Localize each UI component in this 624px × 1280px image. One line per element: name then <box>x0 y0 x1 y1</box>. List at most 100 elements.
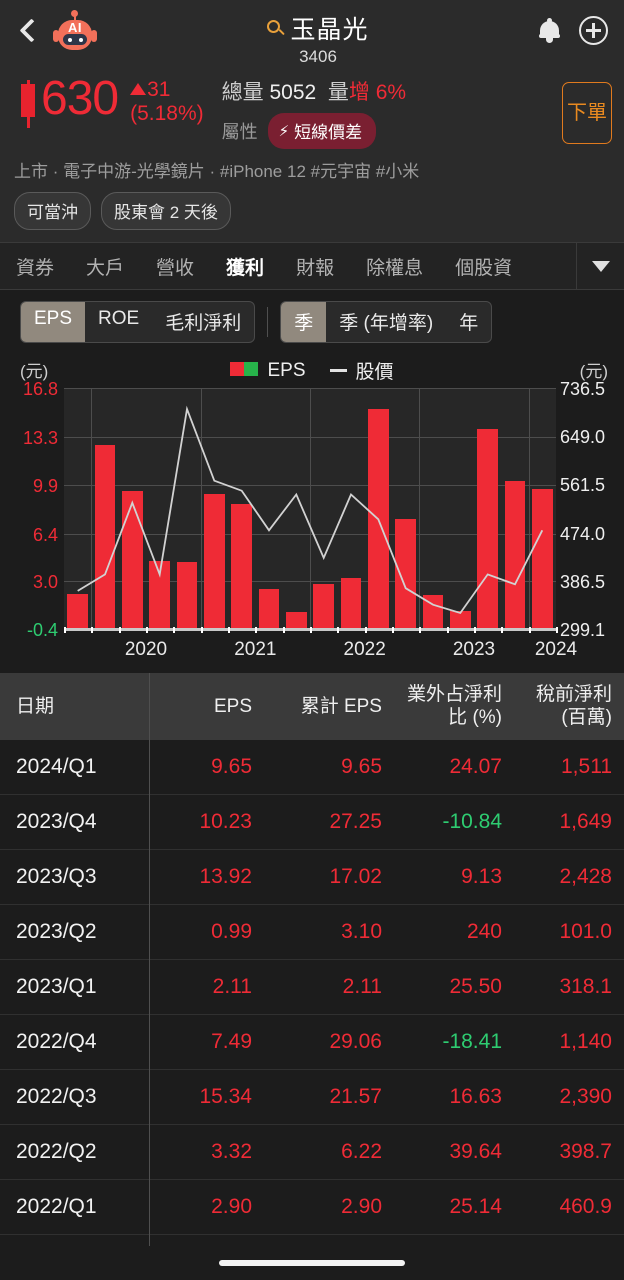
table-row[interactable]: 2023/Q2 0.99 3.10 240 101.0 <box>0 904 624 960</box>
x-tick-mark <box>528 627 531 633</box>
y-tick-left: -0.4 <box>26 620 58 640</box>
tab-margin[interactable]: 資券 <box>16 257 55 279</box>
chart-bar <box>395 519 417 630</box>
chart-bar <box>67 593 89 630</box>
col-header-non-operating-ratio[interactable]: 業外占淨利比 (%) <box>394 673 514 740</box>
segment-roe[interactable]: ROE <box>98 308 140 329</box>
chip-shareholder-meeting[interactable]: 股東會 2 天後 <box>101 192 231 230</box>
robot-antenna <box>74 12 76 21</box>
cell-pretax-profit: 1,140 <box>514 1014 624 1070</box>
cell-eps: 13.92 <box>150 849 264 905</box>
chip-day-trade[interactable]: 可當沖 <box>14 192 91 230</box>
attribute-row: 屬性 ⚡ 短線價差 <box>222 113 406 149</box>
attribute-label: 屬性 <box>221 122 258 142</box>
segment-quarter[interactable]: 季 <box>281 302 327 342</box>
cell-cumulative-eps: 2.90 <box>264 1179 394 1235</box>
price-change-value: 31 <box>147 78 171 101</box>
x-tick-mark <box>337 627 340 633</box>
table-row[interactable]: 2022/Q3 15.34 21.57 16.63 2,390 <box>0 1069 624 1125</box>
robot-ear-left <box>53 30 59 42</box>
tab-major-holders[interactable]: 大戶 <box>86 257 125 279</box>
cell-cumulative-eps: 2.11 <box>264 959 394 1015</box>
volume-row: 總量 5052 量增 6% <box>222 80 406 106</box>
stock-title-block[interactable]: 玉晶光 3406 <box>98 8 538 67</box>
header-top-row: AI 玉晶光 3406 <box>0 0 624 68</box>
home-indicator[interactable] <box>219 1260 405 1266</box>
cell-cumulative-eps: 17.02 <box>264 849 394 905</box>
x-tick-mark <box>91 627 94 633</box>
plus-circle-icon[interactable] <box>579 16 608 45</box>
legend-price-marker <box>329 369 347 372</box>
tab-dividends[interactable]: 除權息 <box>366 257 424 279</box>
bell-icon[interactable] <box>538 18 561 43</box>
tab-overflow-button[interactable] <box>576 243 624 289</box>
cell-eps: 0.99 <box>150 904 264 960</box>
robot-ear-right <box>91 30 97 42</box>
cell-date: 2023/Q1 <box>0 959 150 1015</box>
segment-year[interactable]: 年 <box>459 313 479 334</box>
table-row[interactable]: 2022/Q2 3.32 6.22 39.64 398.7 <box>0 1124 624 1180</box>
x-tick-mark <box>501 627 504 633</box>
table-row[interactable]: 2022/Q4 7.49 29.06 -18.41 1,140 <box>0 1014 624 1070</box>
period-segmented-control: 季 季 (年增率) 年 <box>280 301 493 343</box>
x-tick-mark <box>118 627 121 633</box>
cell-cumulative-eps: 21.57 <box>264 1069 394 1125</box>
chart-bar <box>149 560 171 630</box>
control-divider <box>267 307 269 337</box>
cell-pretax-profit: 318.1 <box>514 959 624 1015</box>
segment-quarter-yoy[interactable]: 季 (年增率) <box>339 313 434 334</box>
cell-date: 2022/Q2 <box>0 1124 150 1180</box>
col-header-eps[interactable]: EPS <box>150 673 264 740</box>
x-tick-mark <box>364 627 367 633</box>
gridline-v <box>528 389 530 630</box>
x-axis-label: 2022 <box>343 639 386 660</box>
table-row[interactable]: 2023/Q4 10.23 27.25 -10.84 1,649 <box>0 794 624 850</box>
y-tick-right: 474.0 <box>560 523 606 544</box>
home-indicator-area <box>0 1246 624 1280</box>
tab-financials[interactable]: 財報 <box>296 257 335 279</box>
chart-bar <box>94 444 116 630</box>
tab-stock-info[interactable]: 個股資 <box>455 257 513 279</box>
financials-table-wrap[interactable]: 日期 EPS 累計 EPS 業外占淨利比 (%) 稅前淨利 (百萬) 2024/… <box>0 673 624 1246</box>
table-row[interactable]: 2022/Q1 2.90 2.90 25.14 460.9 <box>0 1179 624 1235</box>
robot-visor <box>63 34 87 45</box>
segment-gross-net-margin[interactable]: 毛利淨利 <box>165 313 242 334</box>
x-axis-label: 2024 <box>534 639 578 660</box>
cell-eps: 2.11 <box>150 959 264 1015</box>
order-button[interactable]: 下單 <box>562 82 612 144</box>
chart-controls: EPS ROE 毛利淨利 季 季 (年增率) 年 <box>0 290 624 351</box>
cell-eps: 9.65 <box>150 740 264 795</box>
status-badge[interactable]: ⚡ 短線價差 <box>267 113 377 149</box>
ai-assistant-icon[interactable]: AI <box>52 10 98 56</box>
tab-profit[interactable]: 獲利 <box>226 257 265 279</box>
cell-non-operating-ratio: 39.64 <box>394 1124 514 1180</box>
tab-revenue[interactable]: 營收 <box>156 257 195 279</box>
table-row[interactable]: 2023/Q3 13.92 17.02 9.13 2,428 <box>0 849 624 905</box>
tag-chip-list: 可當沖 股東會 2 天後 <box>0 182 624 242</box>
x-tick-mark <box>392 627 394 633</box>
chart-plot-area <box>64 388 556 630</box>
legend-price-label: 股價 <box>355 362 394 383</box>
header-actions <box>538 8 608 45</box>
table-row[interactable]: 2024/Q1 9.65 9.65 24.07 1,511 <box>0 740 624 795</box>
cell-cumulative-eps: 9.65 <box>264 740 394 795</box>
table-row[interactable]: 2023/Q1 2.11 2.11 25.50 318.1 <box>0 959 624 1015</box>
cell-date: 2023/Q4 <box>0 794 150 850</box>
chart-bar <box>231 503 253 630</box>
segment-eps[interactable]: EPS <box>21 302 86 342</box>
chart-bar <box>121 490 143 630</box>
col-header-cumulative-eps[interactable]: 累計 EPS <box>264 673 394 740</box>
col-header-date[interactable]: 日期 <box>0 673 150 740</box>
x-tick-mark <box>282 627 285 633</box>
cell-non-operating-ratio: 9.13 <box>394 849 514 905</box>
y-tick-right: 649.0 <box>560 427 606 448</box>
cell-non-operating-ratio: 25.14 <box>394 1179 514 1235</box>
cell-cumulative-eps: 27.25 <box>264 794 394 850</box>
back-button[interactable] <box>12 8 50 52</box>
eps-price-chart[interactable]: (元) (元) EPS 股價 -0.4 3.0 6.4 9.9 13.3 16.8 299… <box>0 351 624 673</box>
volume-block: 總量 5052 量增 6% 屬性 ⚡ 短線價差 <box>222 70 406 149</box>
cell-non-operating-ratio: -18.41 <box>394 1014 514 1070</box>
search-icon[interactable] <box>267 19 286 37</box>
stock-header: AI 玉晶光 3406 <box>0 0 624 242</box>
col-header-pretax-profit[interactable]: 稅前淨利 (百萬) <box>514 673 624 740</box>
